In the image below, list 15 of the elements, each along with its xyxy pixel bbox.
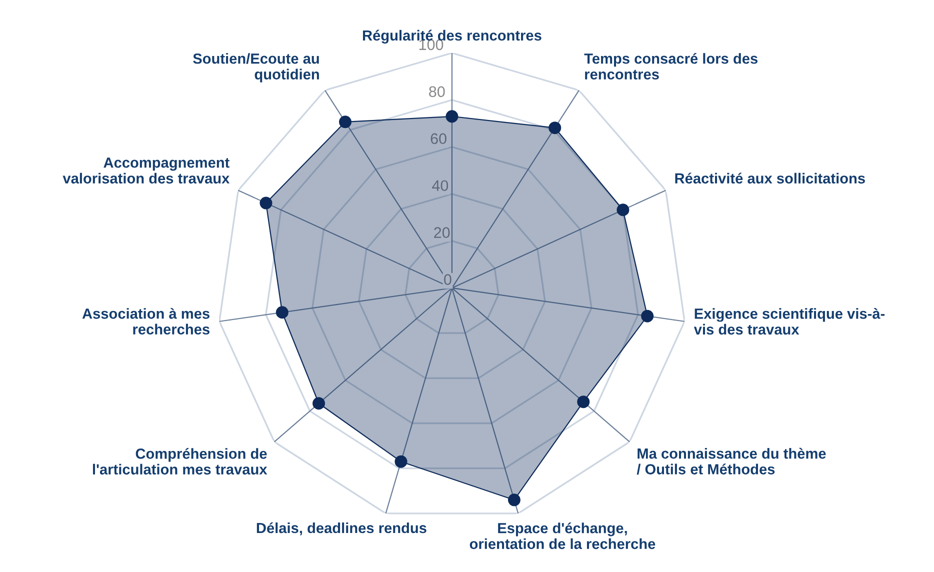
y-tick-label: 40: [432, 180, 448, 192]
spoke-label: Temps consacré lors des rencontres: [584, 52, 758, 80]
spoke-label: Soutien/Ecoute au quotidien: [193, 53, 319, 82]
y-tick-label: 60: [430, 133, 446, 144]
y-tick-label: 20: [434, 227, 450, 238]
spoke-label: Exigence scientifique vis-à- vis des travaux: [694, 308, 885, 335]
spoke-label: Accompagnement valorisation des travaux: [62, 158, 230, 184]
spoke-label: Délais, deadlines rendus: [256, 522, 426, 536]
spoke-label: Ma connaissance du thème / Outils et Méthodes: [636, 448, 826, 475]
spoke-label: Compréhension de l'articulation mes travaux: [93, 448, 268, 475]
y-tick-label: 80: [429, 86, 445, 98]
spoke-label: Réactivité aux sollicitations: [675, 172, 865, 184]
spoke-label: Association à mes recherches: [82, 308, 210, 335]
spoke-label: Espace d'échange, orientation de la recherche: [470, 522, 656, 550]
y-tick-label: 0: [444, 274, 452, 285]
